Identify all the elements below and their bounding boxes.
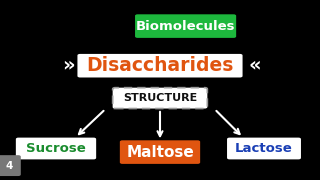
FancyBboxPatch shape (135, 14, 236, 38)
FancyBboxPatch shape (113, 88, 207, 109)
Text: «: « (248, 56, 261, 75)
FancyBboxPatch shape (16, 138, 96, 159)
FancyBboxPatch shape (227, 138, 301, 159)
FancyBboxPatch shape (77, 54, 243, 77)
Text: Biomolecules: Biomolecules (136, 20, 235, 33)
FancyBboxPatch shape (120, 140, 200, 164)
Text: STRUCTURE: STRUCTURE (123, 93, 197, 103)
Text: Disaccharides: Disaccharides (86, 56, 234, 75)
Text: Sucrose: Sucrose (26, 142, 86, 155)
Text: Maltose: Maltose (126, 145, 194, 160)
Text: Lactose: Lactose (235, 142, 293, 155)
Text: 4: 4 (5, 161, 13, 171)
FancyBboxPatch shape (0, 155, 21, 176)
Text: »: » (62, 56, 75, 75)
